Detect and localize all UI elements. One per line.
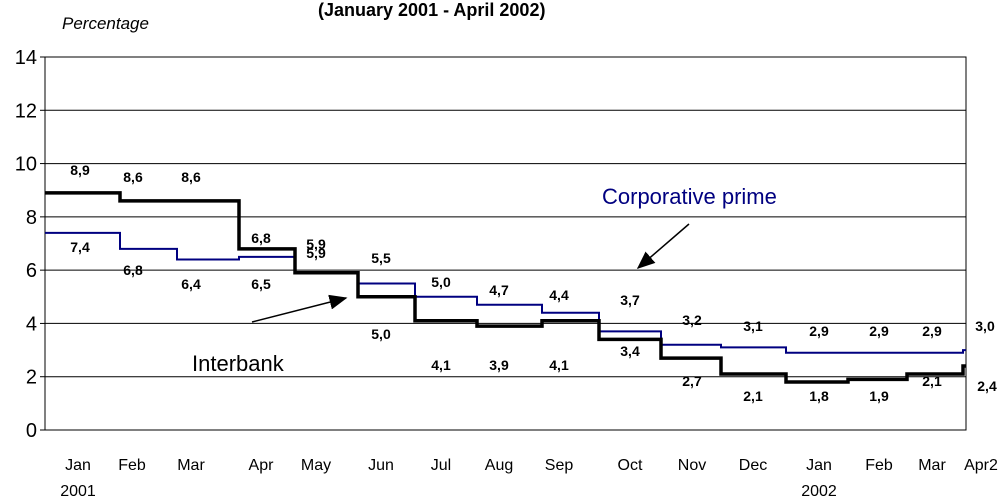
data-label-corporative-prime: 5,0 bbox=[431, 274, 451, 290]
data-label-corporative-prime: 3,1 bbox=[743, 318, 763, 334]
data-label-corporative-prime: 3,7 bbox=[620, 292, 640, 308]
data-label-interbank: 4,1 bbox=[431, 357, 451, 373]
y-tick-label: 8 bbox=[26, 207, 37, 229]
data-label-interbank: 8,9 bbox=[70, 162, 90, 178]
x-tick-label: Apr bbox=[249, 457, 275, 474]
data-label-corporative-prime: 2,9 bbox=[809, 323, 829, 339]
x-tick-label: Mar bbox=[918, 457, 946, 474]
data-label-interbank: 8,6 bbox=[181, 169, 201, 185]
x-tick-label: Jun bbox=[368, 457, 394, 474]
data-label-interbank: 4,1 bbox=[549, 357, 569, 373]
plot-area bbox=[44, 56, 967, 431]
data-label-interbank: 3,9 bbox=[489, 357, 509, 373]
annotation-interbank: Interbank bbox=[192, 351, 285, 376]
data-label-corporative-prime: 6,8 bbox=[123, 262, 143, 278]
data-label-interbank: 2,7 bbox=[682, 373, 702, 389]
series-line-interbank bbox=[45, 191, 966, 384]
y-tick-label: 4 bbox=[26, 313, 37, 335]
x-tick-label: Sep bbox=[545, 457, 574, 474]
arrow-corporative-prime bbox=[636, 223, 690, 269]
data-label-interbank: 3,4 bbox=[620, 343, 640, 359]
data-label-interbank: 2,1 bbox=[922, 373, 942, 389]
x-tick-label: Oct bbox=[618, 457, 643, 474]
x-tick-label: Jul bbox=[431, 457, 451, 474]
data-label-corporative-prime: 5,5 bbox=[371, 250, 391, 266]
x-year-label: 2002 bbox=[801, 483, 837, 499]
data-label-corporative-prime: 2,9 bbox=[869, 323, 889, 339]
data-label-corporative-prime: 6,4 bbox=[181, 276, 201, 292]
data-label-interbank: 5,9 bbox=[306, 236, 326, 252]
data-label-interbank: 2,1 bbox=[743, 388, 763, 404]
data-label-corporative-prime: 5,9 bbox=[306, 245, 326, 261]
series-line-corporative-prime bbox=[45, 231, 966, 354]
data-label-corporative-prime: 4,4 bbox=[549, 287, 569, 303]
x-tick-label: Mar bbox=[177, 457, 205, 474]
y-tick-label: 6 bbox=[26, 260, 37, 282]
x-year-label: 2001 bbox=[60, 483, 96, 499]
data-label-corporative-prime: 3,2 bbox=[682, 312, 702, 328]
x-tick-label: May bbox=[301, 457, 331, 474]
data-label-corporative-prime: 3,0 bbox=[975, 318, 995, 334]
x-tick-label: Apr2 bbox=[964, 457, 998, 474]
y-tick-label: 2 bbox=[26, 367, 37, 389]
y-tick-label: 0 bbox=[26, 420, 37, 442]
arrow-interbank bbox=[251, 294, 348, 323]
x-tick-label: Jan bbox=[65, 457, 91, 474]
data-label-corporative-prime: 6,5 bbox=[251, 276, 271, 292]
x-tick-label: Dec bbox=[739, 457, 767, 474]
data-label-interbank: 1,9 bbox=[869, 388, 889, 404]
data-label-interbank: 6,8 bbox=[251, 230, 271, 246]
x-tick-label: Feb bbox=[865, 457, 893, 474]
annotation-corporative-prime: Corporative prime bbox=[602, 184, 777, 209]
data-label-interbank: 1,8 bbox=[809, 388, 829, 404]
data-label-corporative-prime: 4,7 bbox=[489, 282, 509, 298]
chart-title: (January 2001 - April 2002) bbox=[318, 0, 546, 20]
x-tick-label: Feb bbox=[118, 457, 146, 474]
data-label-corporative-prime: 2,9 bbox=[922, 323, 942, 339]
y-tick-label: 10 bbox=[15, 154, 37, 176]
data-label-interbank: 5,0 bbox=[371, 326, 391, 342]
x-tick-label: Nov bbox=[678, 457, 706, 474]
y-tick-label: 12 bbox=[15, 100, 37, 122]
y-tick-label: 14 bbox=[15, 47, 37, 69]
x-tick-label: Aug bbox=[485, 457, 513, 474]
data-label-corporative-prime: 7,4 bbox=[70, 239, 90, 255]
data-label-interbank: 8,6 bbox=[123, 169, 143, 185]
x-tick-label: Jan bbox=[806, 457, 832, 474]
data-label-interbank: 2,4 bbox=[977, 378, 997, 394]
y-axis-label: Percentage bbox=[62, 14, 149, 33]
